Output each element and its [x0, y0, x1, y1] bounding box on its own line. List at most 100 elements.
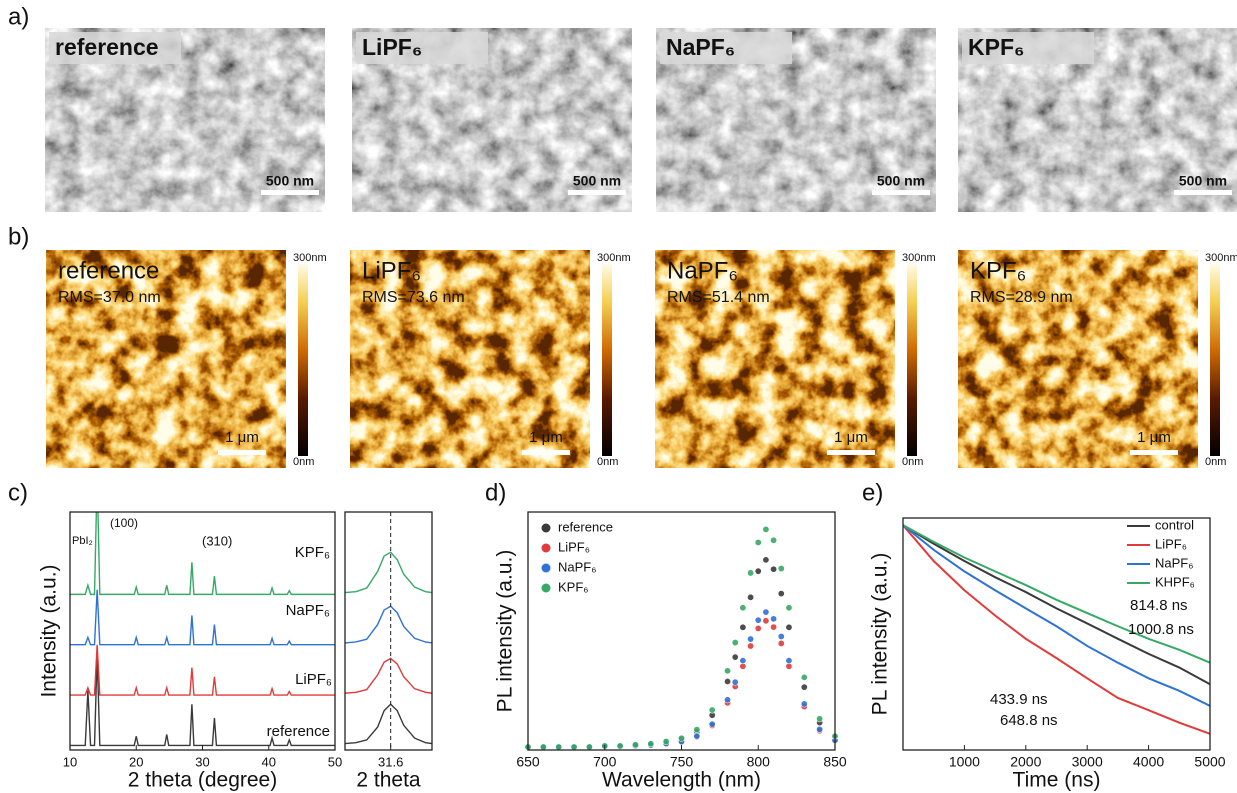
colorbar-min: 0nm [1205, 456, 1226, 468]
scale-bar-label: 1 μm [834, 429, 868, 446]
x-tick-label: 800 [747, 754, 771, 770]
data-point [770, 623, 778, 631]
xrd-traces [70, 512, 335, 747]
x-tick-label: 750 [670, 754, 694, 770]
lifetime-label: 1000.8 ns [1128, 621, 1194, 638]
y-axis-title: PL intensity (a.u.) [494, 550, 517, 713]
series-label: reference [267, 723, 330, 740]
data-point [785, 657, 793, 665]
data-point [647, 740, 655, 748]
peak-annotation: PbI₂ [72, 535, 93, 547]
x-axis-title: Time (ns) [1013, 769, 1101, 792]
scale-bar-label: 500 nm [877, 173, 925, 189]
colorbar-max: 300nm [597, 252, 631, 264]
data-point [739, 657, 747, 665]
scale-bar-label: 500 nm [573, 173, 621, 189]
data-point [816, 715, 824, 723]
data-point [762, 608, 770, 616]
data-point [724, 667, 732, 675]
data-point [539, 743, 547, 751]
colorbar [1210, 264, 1220, 456]
data-point [800, 700, 808, 708]
data-point [739, 623, 747, 631]
x-tick-label: 850 [823, 754, 847, 770]
data-point [800, 683, 808, 691]
x-tick-label: 40 [262, 754, 276, 769]
label-box [660, 32, 792, 64]
x-axis-title: Wavelength (nm) [602, 769, 761, 792]
sem-label: NaPF₆ [666, 34, 735, 60]
inset-traces [345, 551, 432, 745]
series-label: LiPF₆ [295, 671, 332, 688]
x-tick-label: 10 [63, 754, 77, 769]
data-point [616, 742, 624, 750]
x-tick-label: 2000 [1010, 754, 1041, 770]
legend-label: LiPF₆ [1155, 536, 1187, 551]
legend-label: NaPF₆ [1155, 555, 1193, 570]
data-point [770, 536, 778, 544]
data-point [724, 696, 732, 704]
data-point [747, 593, 755, 601]
inset-line [345, 605, 432, 644]
lifetime-label: 433.9 ns [990, 691, 1048, 708]
scale-bar [1130, 450, 1178, 455]
afm-image [655, 250, 895, 468]
rms-label: RMS=28.9 nm [970, 289, 1073, 306]
data-point [800, 673, 808, 681]
data-point [777, 565, 785, 573]
legend-marker [541, 583, 551, 593]
data-point [631, 741, 639, 749]
colorbar-min: 0nm [902, 456, 923, 468]
data-point [754, 624, 762, 632]
x-tick-label: 30 [195, 754, 209, 769]
data-point [770, 615, 778, 623]
data-point [739, 604, 747, 612]
data-point [662, 738, 670, 746]
afm-image [46, 250, 286, 468]
data-point [785, 623, 793, 631]
colorbar [298, 264, 308, 456]
panel-letter: d) [485, 479, 506, 506]
label-box [356, 32, 488, 64]
afm-image [958, 250, 1198, 468]
x-tick-label: 50 [328, 754, 342, 769]
lifetime-label: 814.8 ns [1130, 597, 1188, 614]
scale-bar-label: 1 μm [225, 429, 259, 446]
colorbar-min: 0nm [597, 456, 618, 468]
colorbar-max: 300nm [1205, 252, 1237, 264]
decay-traces [903, 524, 1210, 735]
panel-letter: e) [862, 479, 883, 506]
plot-frame [902, 517, 1211, 751]
x-axis-title: 2 theta (degree) [128, 769, 277, 792]
scale-bar-label: 500 nm [266, 173, 314, 189]
data-point [816, 725, 824, 733]
data-point [777, 590, 785, 598]
panel-letter: a) [8, 3, 29, 30]
data-point [731, 639, 739, 647]
legend-label: NaPF₆ [558, 559, 596, 574]
legend-marker [541, 523, 551, 533]
legend-label: LiPF₆ [558, 539, 590, 554]
legend-label: KPF₆ [558, 579, 589, 594]
data-point [747, 635, 755, 643]
x-axis-title: 2 theta [356, 769, 421, 792]
series-label: NaPF₆ [286, 602, 330, 619]
data-point [677, 734, 685, 742]
panel-letter: b) [8, 223, 29, 250]
y-axis-title: Intensity (a.u.) [38, 564, 61, 697]
data-point [555, 743, 563, 751]
data-point [693, 732, 701, 740]
colorbar-max: 300nm [902, 252, 936, 264]
inset-line [345, 657, 432, 694]
label-box [49, 32, 181, 64]
data-point [762, 525, 770, 533]
x-tick-label: 31.6 [378, 754, 403, 769]
data-point [731, 678, 739, 686]
colorbar [907, 264, 917, 456]
series-label: KPF₆ [295, 544, 330, 561]
data-point [731, 653, 739, 661]
data-point [693, 726, 701, 734]
data-point [708, 706, 716, 714]
y-axis-title: PL intensity (a.u.) [869, 553, 892, 716]
scale-bar [261, 190, 319, 195]
